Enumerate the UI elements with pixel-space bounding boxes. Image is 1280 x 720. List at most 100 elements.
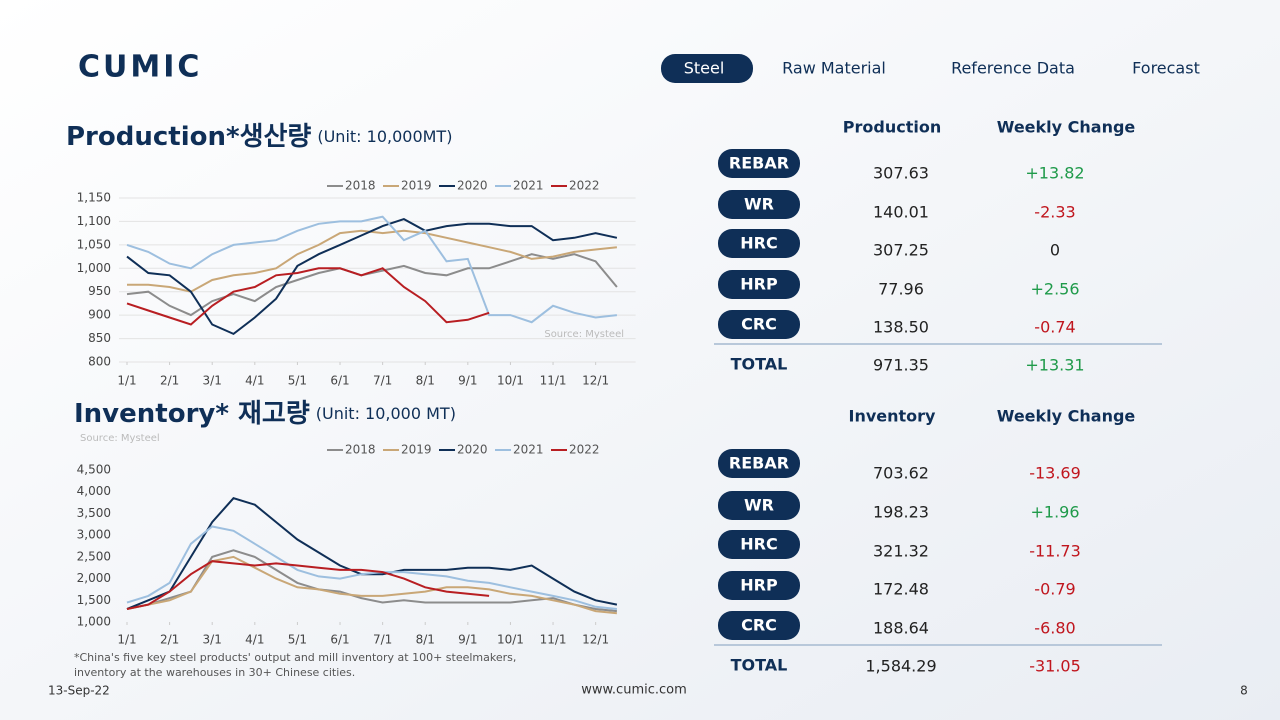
y-tick-label: 1,000: [77, 261, 111, 275]
legend-label: 2020: [457, 443, 488, 457]
nav-tab[interactable]: Forecast: [1132, 59, 1200, 78]
row-value: 77.96: [878, 280, 924, 299]
row-change: -0.74: [1034, 318, 1075, 337]
total-label: TOTAL: [731, 656, 788, 675]
row-label: CRC: [741, 315, 777, 334]
row-value: 703.62: [873, 464, 929, 483]
y-tick-label: 1,150: [77, 191, 111, 205]
row-value: 138.50: [873, 318, 929, 337]
unit: (Unit: 10,000 MT): [316, 404, 456, 423]
x-tick-label: 12/1: [582, 374, 609, 388]
legend-label: 2018: [345, 179, 376, 193]
row-change: -13.69: [1029, 464, 1081, 483]
nav-tab[interactable]: Raw Material: [782, 59, 886, 78]
x-tick-label: 10/1: [497, 633, 524, 647]
y-tick-label: 2,000: [77, 571, 111, 585]
x-tick-label: 11/1: [540, 374, 567, 388]
row-value: 140.01: [873, 203, 929, 222]
series-line: [126, 218, 618, 336]
source: Source: Mysteel: [80, 433, 160, 444]
x-tick-label: 12/1: [582, 633, 609, 647]
y-tick-label: 1,500: [77, 593, 111, 607]
row-pill: [718, 190, 800, 219]
row-pill: [718, 310, 800, 339]
x-tick-label: 5/1: [288, 374, 307, 388]
row-label: WR: [744, 496, 774, 515]
row-label: HRP: [740, 275, 778, 294]
x-tick-label: 3/1: [203, 633, 222, 647]
x-tick-label: 1/1: [117, 633, 136, 647]
legend-label: 2019: [401, 179, 432, 193]
series-line: [127, 229, 618, 293]
table-header: Weekly Change: [997, 407, 1136, 426]
row-value: 172.48: [873, 580, 929, 599]
series-line: [126, 525, 618, 610]
table-header: Production: [843, 118, 941, 137]
x-tick-label: 5/1: [288, 633, 307, 647]
row-label: HRC: [740, 234, 777, 253]
row-change: -11.73: [1029, 542, 1081, 561]
chart-title: Production*생산량 (Unit: 10,000MT): [66, 122, 452, 152]
row-change: +2.56: [1030, 280, 1079, 299]
x-tick-label: 8/1: [416, 374, 435, 388]
x-tick-label: 9/1: [458, 374, 477, 388]
x-tick-label: 9/1: [458, 633, 477, 647]
row-change: +1.96: [1030, 503, 1079, 522]
x-tick-label: 3/1: [203, 374, 222, 388]
legend-label: 2022: [569, 179, 600, 193]
total-value: 1,584.29: [865, 657, 936, 676]
x-tick-label: 4/1: [245, 633, 264, 647]
legend-label: 2020: [457, 179, 488, 193]
y-tick-label: 950: [88, 284, 111, 298]
x-tick-label: 2/1: [160, 374, 179, 388]
row-pill: [718, 611, 800, 640]
x-tick-label: 11/1: [540, 633, 567, 647]
row-change: +13.82: [1025, 164, 1084, 183]
x-tick-label: 7/1: [373, 633, 392, 647]
y-tick-label: 1,100: [77, 214, 111, 228]
legend-label: 2021: [513, 179, 544, 193]
legend-label: 2022: [569, 443, 600, 457]
row-change: -2.33: [1034, 203, 1075, 222]
series-line: [126, 560, 490, 610]
row-change: -6.80: [1034, 619, 1075, 638]
legend-label: 2018: [345, 443, 376, 457]
source: Source: Mysteel: [544, 329, 624, 340]
row-value: 188.64: [873, 619, 929, 638]
series-line: [126, 215, 618, 324]
x-tick-label: 1/1: [117, 374, 136, 388]
series-line: [126, 267, 490, 326]
y-tick-label: 4,000: [77, 484, 111, 498]
row-pill: [718, 149, 800, 178]
row-change: -0.79: [1034, 580, 1075, 599]
x-tick-label: 6/1: [330, 374, 349, 388]
x-tick-label: 2/1: [160, 633, 179, 647]
title: Inventory* 재고량: [74, 399, 310, 429]
y-tick-label: 1,050: [77, 237, 111, 251]
row-value: 307.25: [873, 241, 929, 260]
y-tick-label: 800: [88, 355, 111, 369]
total-change: +13.31: [1025, 356, 1084, 375]
row-pill: [718, 229, 800, 258]
total-value: 971.35: [873, 356, 929, 375]
y-tick-label: 900: [88, 308, 111, 322]
nav-tab[interactable]: Steel: [684, 59, 725, 78]
x-tick-label: 6/1: [330, 633, 349, 647]
url: www.cumic.com: [581, 683, 687, 698]
row-value: 307.63: [873, 164, 929, 183]
row-label: REBAR: [729, 454, 789, 473]
row-label: REBAR: [729, 154, 789, 173]
chart-title: Inventory* 재고량 (Unit: 10,000 MT): [74, 399, 456, 429]
unit: (Unit: 10,000MT): [317, 127, 452, 146]
row-pill: [718, 530, 800, 559]
total-label: TOTAL: [731, 355, 788, 374]
row-label: HRC: [740, 535, 777, 554]
row-pill: [718, 270, 800, 299]
y-tick-label: 3,500: [77, 506, 111, 520]
row-label: HRP: [740, 576, 778, 595]
nav-tab[interactable]: Reference Data: [951, 59, 1075, 78]
table-header: Inventory: [849, 407, 937, 426]
x-tick-label: 8/1: [416, 633, 435, 647]
